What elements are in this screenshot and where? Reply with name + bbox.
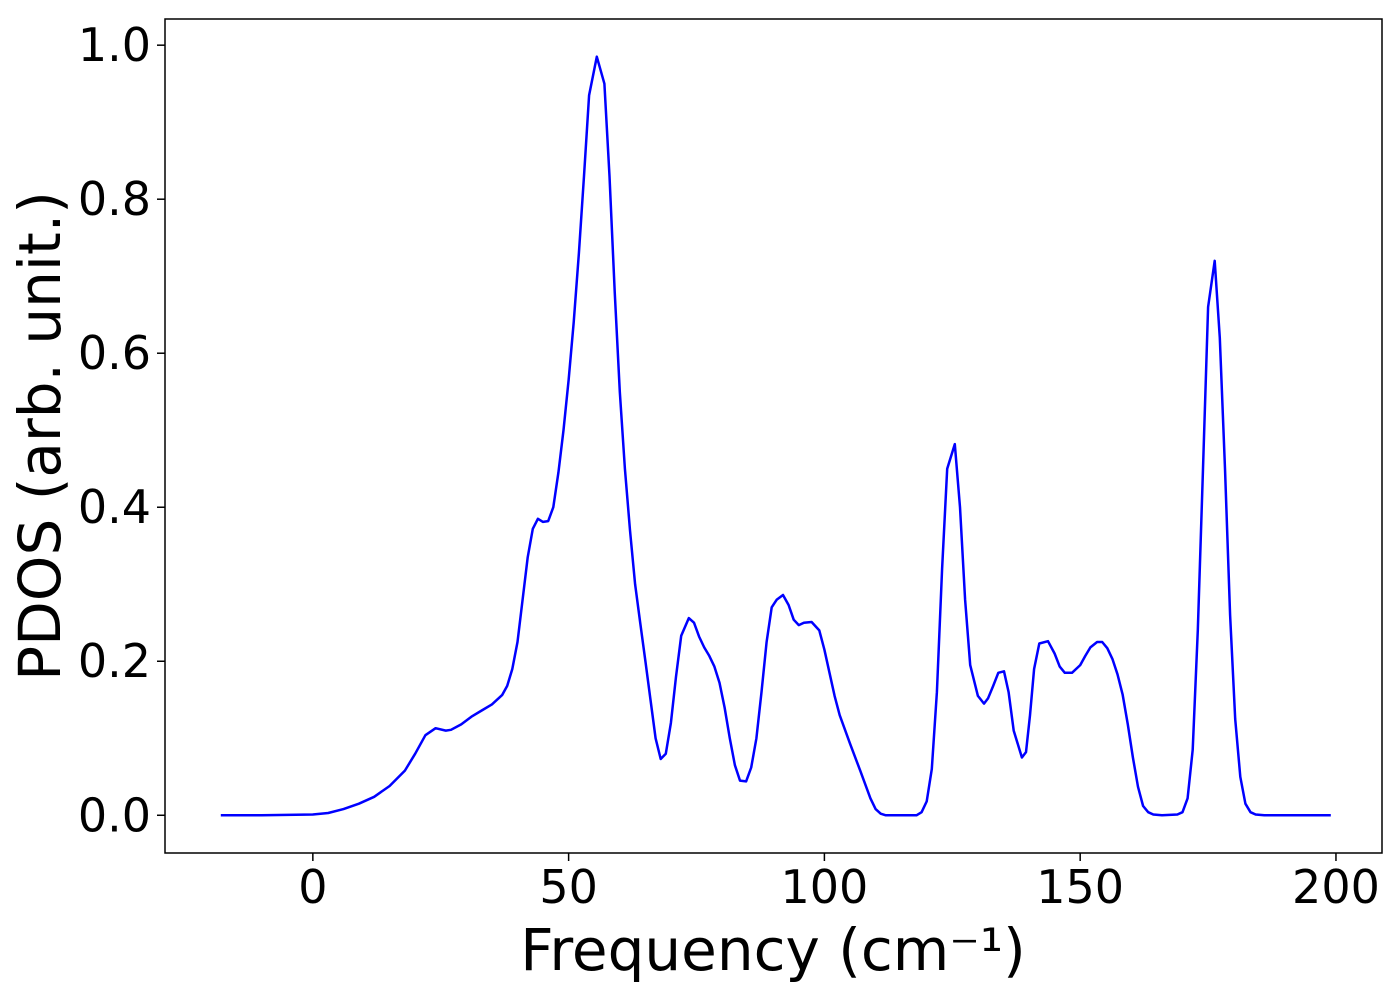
y-tick-label: 1.0 bbox=[78, 18, 151, 72]
plot-frame bbox=[164, 18, 1383, 854]
x-tick-label: 150 bbox=[1036, 860, 1124, 914]
y-axis-label: PDOS (arb. unit.) bbox=[6, 191, 74, 681]
x-tick-label: 200 bbox=[1292, 860, 1380, 914]
x-tick-label: 50 bbox=[539, 860, 598, 914]
x-axis-label: Frequency (cm⁻¹) bbox=[520, 916, 1026, 984]
y-tick-label: 0.6 bbox=[78, 326, 151, 380]
x-tick-label: 0 bbox=[298, 860, 327, 914]
x-tick-label: 100 bbox=[780, 860, 868, 914]
y-tick-label: 0.2 bbox=[78, 634, 151, 688]
y-tick-label: 0.0 bbox=[78, 788, 151, 842]
y-tick-label: 0.4 bbox=[78, 480, 151, 534]
y-tick-label: 0.8 bbox=[78, 172, 151, 226]
data-line bbox=[220, 55, 1331, 817]
